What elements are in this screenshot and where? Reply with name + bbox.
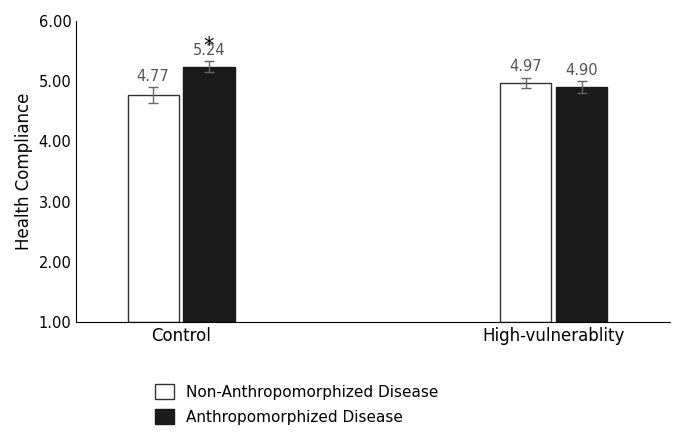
Text: *: * [204, 36, 214, 56]
Text: 5.24: 5.24 [192, 43, 225, 58]
Text: 4.77: 4.77 [137, 68, 169, 84]
Bar [127, 95, 179, 322]
Bar [184, 67, 235, 322]
Y-axis label: Health Compliance: Health Compliance [15, 93, 33, 250]
Legend: Non-Anthropomorphized Disease, Anthropomorphized Disease: Non-Anthropomorphized Disease, Anthropom… [155, 384, 438, 425]
Text: 4.97: 4.97 [510, 59, 542, 74]
Bar [500, 83, 551, 322]
Text: 4.90: 4.90 [565, 63, 598, 78]
Bar [556, 87, 607, 322]
